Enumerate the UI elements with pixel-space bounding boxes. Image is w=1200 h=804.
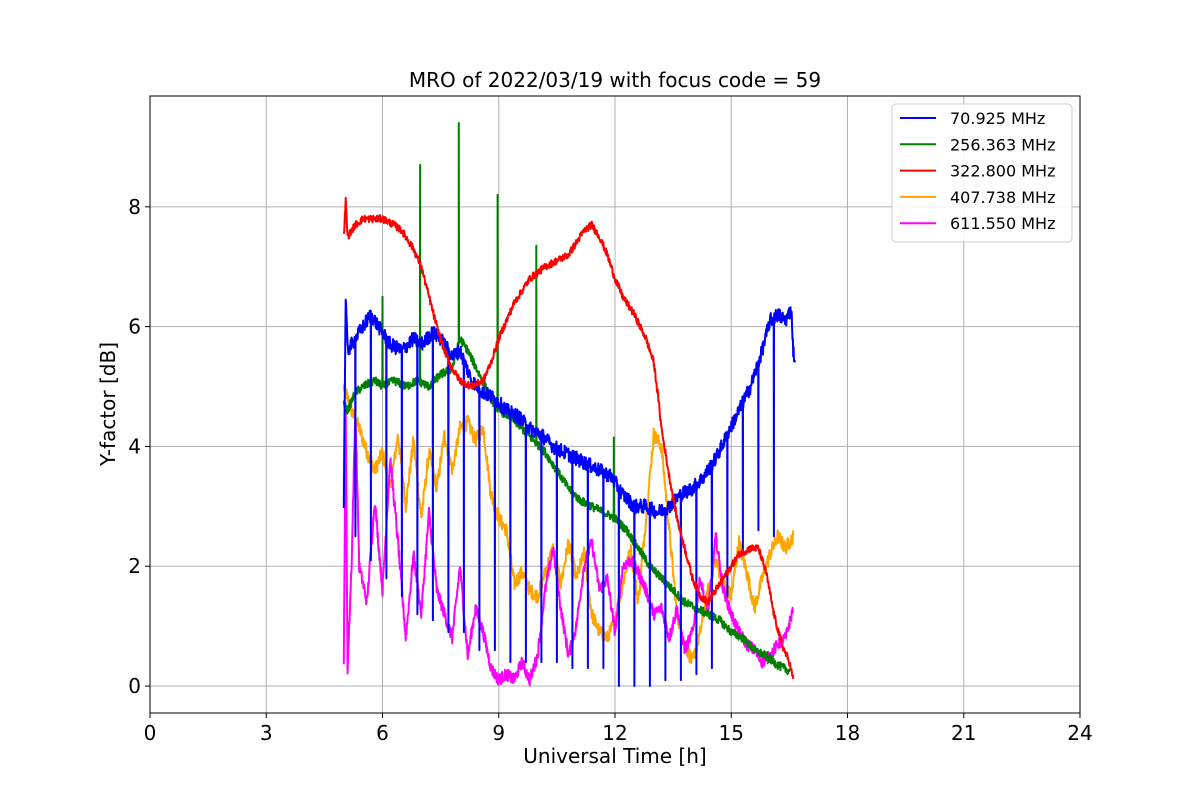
legend-label-2: 256.363 MHz	[950, 135, 1055, 154]
y-tick-label: 4	[128, 434, 141, 458]
x-tick-label: 3	[260, 721, 273, 745]
series-line-5	[342, 410, 795, 687]
x-tick-label: 18	[835, 721, 860, 745]
y-tick-label: 8	[128, 195, 141, 219]
series-line-3	[342, 196, 795, 679]
chart-title: MRO of 2022/03/19 with focus code = 59	[409, 68, 821, 92]
x-tick-label: 0	[144, 721, 157, 745]
y-tick-label: 2	[128, 554, 141, 578]
legend: 70.925 MHz 256.363 MHz 322.800 MHz 407.738 …	[891, 103, 1073, 243]
series-line-4	[342, 382, 795, 664]
x-tick-label: 6	[376, 721, 389, 745]
legend-label-1: 70.925 MHz	[950, 109, 1045, 128]
legend-label-5: 611.550 MHz	[950, 214, 1055, 233]
legend-box	[891, 103, 1073, 243]
y-tick-label: 6	[128, 315, 141, 339]
series-layer	[342, 122, 797, 687]
legend-label-3: 322.800 MHz	[950, 162, 1055, 181]
x-tick-label: 12	[602, 721, 627, 745]
x-axis-label: Universal Time [h]	[523, 744, 706, 768]
series-line-1	[342, 298, 797, 687]
x-tick-label: 21	[951, 721, 976, 745]
x-tick-label: 24	[1067, 721, 1092, 745]
y-tick-label: 0	[128, 674, 141, 698]
legend-label-4: 407.738 MHz	[950, 188, 1055, 207]
x-tick-label: 9	[492, 721, 505, 745]
y-axis-label: Y-factor [dB]	[96, 342, 120, 467]
x-tick-label: 15	[719, 721, 744, 745]
